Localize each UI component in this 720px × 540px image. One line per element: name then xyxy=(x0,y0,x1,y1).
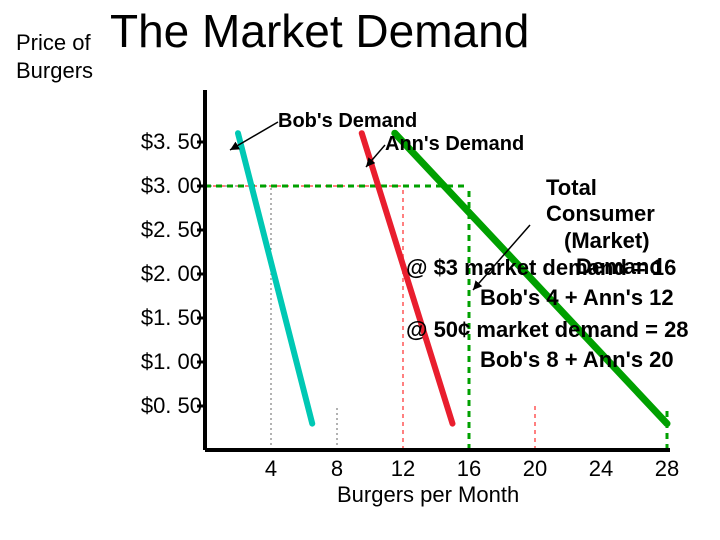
callout-line2: (Market) xyxy=(546,228,700,254)
y-tick-label: $2. 50 xyxy=(122,217,202,243)
legend-ann: Ann's Demand xyxy=(385,133,524,156)
x-tick-label: 4 xyxy=(265,456,277,482)
chart-title: The Market Demand xyxy=(110,4,529,58)
annotation-2: @ 50¢ market demand = 28 xyxy=(406,317,689,343)
y-axis-label-line2: Burgers xyxy=(16,58,93,84)
y-axis-label-line1: Price of xyxy=(16,30,91,56)
annotation-0: @ $3 market demand = 16 xyxy=(406,255,676,281)
x-tick-label: 28 xyxy=(655,456,679,482)
annotation-1: Bob's 4 + Ann's 12 xyxy=(480,285,674,311)
x-tick-label: 16 xyxy=(457,456,481,482)
x-tick-label: 8 xyxy=(331,456,343,482)
y-tick-label: $3. 50 xyxy=(122,129,202,155)
y-tick-label: $0. 50 xyxy=(122,393,202,419)
x-tick-label: 24 xyxy=(589,456,613,482)
y-tick-label: $1. 50 xyxy=(122,305,202,331)
x-tick-label: 20 xyxy=(523,456,547,482)
x-axis-label: Burgers per Month xyxy=(337,482,519,508)
y-tick-label: $3. 00 xyxy=(122,173,202,199)
legend-bob: Bob's Demand xyxy=(278,110,417,133)
x-tick-label: 12 xyxy=(391,456,415,482)
callout-line1: Total Consumer xyxy=(546,175,700,228)
chart-area: Bob's Demand Ann's Demand Total Consumer… xyxy=(110,60,700,490)
annotation-3: Bob's 8 + Ann's 20 xyxy=(480,347,674,373)
y-tick-label: $2. 00 xyxy=(122,261,202,287)
y-tick-label: $1. 00 xyxy=(122,349,202,375)
